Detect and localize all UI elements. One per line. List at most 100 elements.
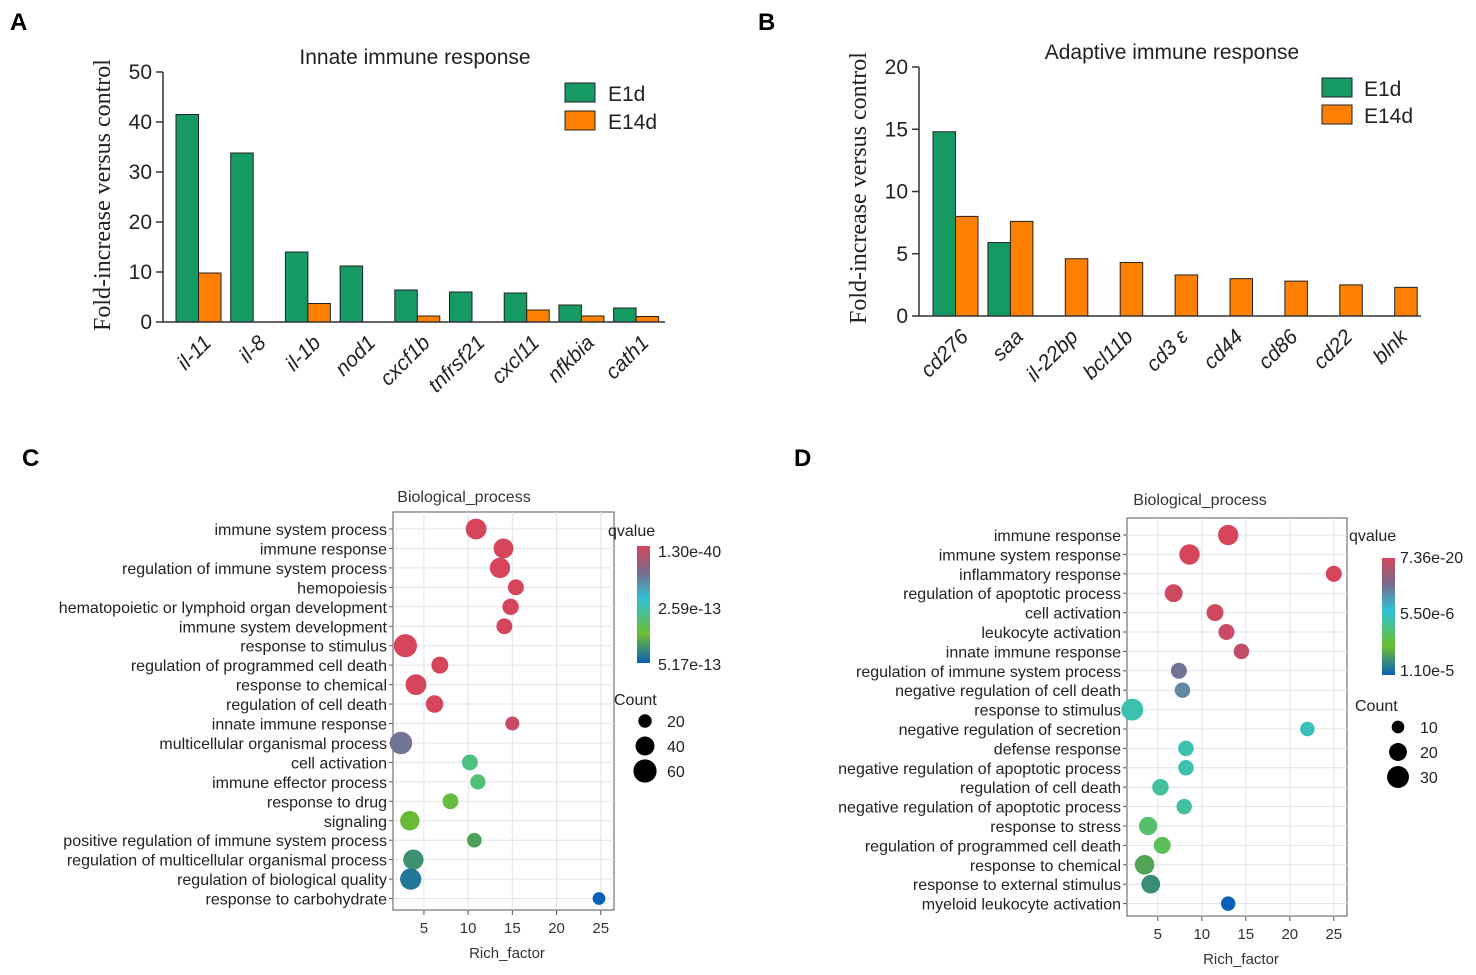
term-label: multicellular organismal process — [159, 736, 387, 753]
term-label: regulation of immune system process — [122, 561, 387, 578]
bar-chart-innate: Innate immune response Fold-increase ver… — [90, 46, 665, 397]
term-label: negative regulation of apoptotic process — [838, 800, 1121, 817]
x-tick-label: 5 — [420, 920, 428, 937]
term-label: response to stimulus — [974, 703, 1121, 720]
x-tick-label: 10 — [1193, 926, 1210, 943]
bubble-point — [1134, 855, 1155, 875]
x-tick-label: 5 — [1154, 926, 1162, 943]
y-tick-label: 40 — [129, 111, 152, 134]
x-category-label: cxcl11 — [487, 331, 544, 388]
y-tick-label: 0 — [896, 305, 908, 328]
term-label: hematopoietic or lymphoid organ developm… — [59, 600, 388, 617]
bar-e1d-cxcf1b — [394, 289, 418, 323]
bar-e1d-il-1b — [284, 251, 309, 323]
x-ticks: 5 10 15 20 25 — [420, 910, 609, 937]
bubble-point — [470, 774, 486, 790]
bar-e1d-cath1 — [613, 307, 637, 323]
chart-title: Innate immune response — [299, 46, 530, 69]
x-tick-label: 20 — [1281, 926, 1298, 943]
y-ticks: 0 5 10 15 20 — [885, 56, 919, 328]
bubble-point — [1152, 778, 1169, 796]
panel-letter-d: D — [794, 445, 811, 472]
bubbles — [389, 518, 606, 905]
size-legend: 20 40 60 — [633, 714, 685, 783]
term-label: defense response — [994, 741, 1121, 758]
bar-e14d-cd86 — [1284, 280, 1308, 317]
bar-e14d-cd3ε — [1174, 274, 1199, 317]
bubble-point — [431, 656, 449, 674]
legend: E1d E14d — [1321, 77, 1413, 128]
legend-label-e14d: E14d — [608, 111, 657, 134]
bar-e1d-nod1 — [339, 265, 364, 323]
bar-chart-adaptive: Adaptive immune response Fold-increase v… — [846, 41, 1421, 386]
legend-swatch-e1d — [1321, 77, 1353, 98]
bubble-point — [1153, 836, 1171, 854]
bubble-point — [1218, 524, 1239, 546]
x-category-label: il-8 — [235, 331, 271, 367]
bubble-point — [1233, 643, 1250, 660]
bubble-point — [442, 793, 459, 810]
term-label: positive regulation of immune system pro… — [63, 833, 387, 850]
panel-letter-c: C — [22, 445, 39, 472]
bubble-point — [592, 892, 606, 905]
bubble-chart-c: Biological_process immune system process… — [59, 489, 721, 962]
term-label: regulation of programmed cell death — [131, 658, 387, 675]
term-label: regulation of apoptotic process — [903, 586, 1121, 603]
bar-e14d-cxcl11 — [526, 309, 550, 323]
bubble-point — [493, 538, 514, 559]
plot-frame — [392, 511, 615, 911]
bar-e1d-nfkbia — [558, 304, 582, 323]
x-category-label: blnk — [1369, 324, 1414, 369]
x-axis-label: Rich_factor — [469, 945, 545, 962]
legend-swatch-e1d — [564, 82, 596, 103]
x-category-label: il-1b — [281, 331, 326, 376]
size-legend-dot — [638, 714, 652, 728]
bubble-point — [1121, 698, 1144, 721]
x-category-labels: il-11 il-8 il-1b nod1cxcf1btnfrsf21cxcl11nf… — [173, 331, 654, 397]
bar-e14d-bcl11b — [1119, 261, 1144, 317]
term-label: inflammatory response — [959, 567, 1121, 584]
bubble-point — [1218, 624, 1235, 640]
term-label: regulation of cell death — [960, 780, 1121, 797]
size-legend-label: 10 — [1420, 720, 1438, 737]
term-label: hemopoiesis — [297, 580, 387, 597]
bubble-point — [1220, 896, 1236, 911]
size-legend-title: Count — [614, 692, 657, 709]
x-tick-label: 25 — [592, 920, 609, 937]
grid — [1123, 518, 1347, 916]
size-legend-label: 20 — [667, 714, 685, 731]
x-tick-label: 10 — [460, 920, 477, 937]
bubble-point — [405, 674, 427, 695]
y-ticks: 0 10 20 30 40 50 — [129, 61, 163, 334]
size-legend-dot — [1389, 743, 1407, 761]
term-label: negative regulation of cell death — [895, 683, 1121, 700]
x-ticks: 5 10 15 20 25 — [1154, 916, 1342, 943]
bubble-point — [1174, 682, 1191, 698]
size-legend-label: 40 — [667, 739, 685, 756]
x-category-label: cd44 — [1199, 325, 1247, 373]
chart-title: Adaptive immune response — [1045, 41, 1299, 64]
term-label: leukocyte activation — [981, 625, 1121, 642]
y-tick-label: 15 — [885, 118, 908, 141]
bubble-point — [502, 598, 519, 616]
term-label: regulation of cell death — [226, 697, 387, 714]
colorbar-label-top: 7.36e-20 — [1400, 550, 1463, 567]
chart-title: Biological_process — [1133, 492, 1266, 509]
bubble-point — [1170, 662, 1187, 679]
x-category-label: cd22 — [1309, 325, 1358, 374]
term-label: cell activation — [291, 755, 387, 772]
x-category-label: cd3 ε — [1142, 325, 1193, 376]
bubble-point — [1206, 604, 1224, 622]
term-label: myeloid leukocyte activation — [922, 897, 1121, 914]
term-label: regulation of programmed cell death — [865, 838, 1121, 855]
size-legend-title: Count — [1355, 698, 1398, 715]
y-tick-label: 5 — [896, 243, 908, 266]
term-label: regulation of multicellular organismal p… — [67, 853, 387, 870]
bubble-point — [505, 716, 520, 731]
bar-e14d-il-1b — [307, 303, 331, 323]
bar-e14d-blnk — [1394, 286, 1418, 317]
x-category-label: nfkbia — [543, 331, 599, 387]
x-category-label: il-22bp — [1022, 325, 1083, 386]
bar-e14d-saa — [1009, 220, 1034, 317]
x-category-label: tnfrsf21 — [424, 331, 490, 397]
